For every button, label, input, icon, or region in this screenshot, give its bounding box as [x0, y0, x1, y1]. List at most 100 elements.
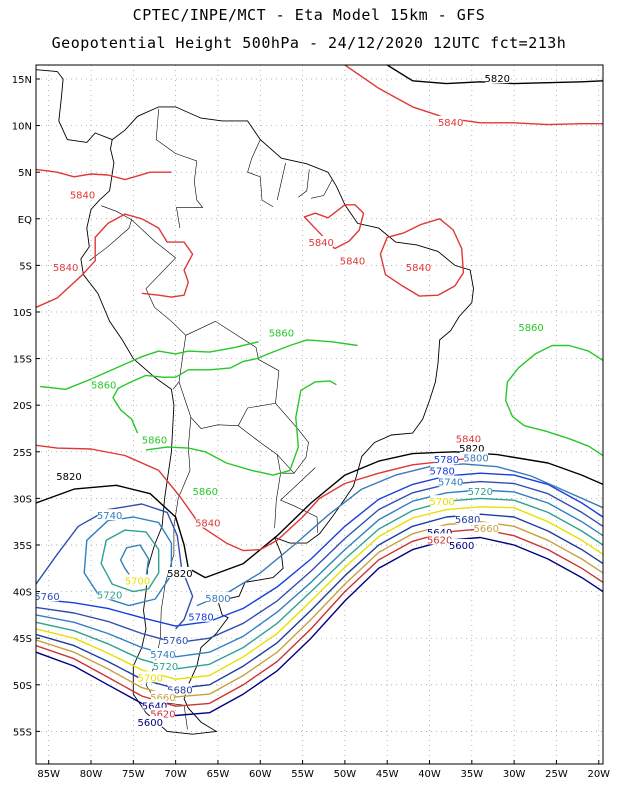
contour-5740: [36, 489, 603, 658]
country-border: [178, 320, 280, 429]
contour-label: 5740: [438, 478, 463, 489]
tick-label-lon: 75W: [122, 769, 145, 780]
tick-label-lon: 35W: [461, 769, 484, 780]
contour-label: 5620: [150, 710, 175, 721]
tick-label-lon: 65W: [207, 769, 230, 780]
contour-label-background: [142, 699, 167, 711]
contour-5840: [303, 204, 365, 250]
contour-label: 5620: [427, 535, 452, 546]
country-border: [89, 205, 132, 261]
contour-5720: [36, 497, 603, 670]
contour-label-background: [57, 470, 82, 482]
contour-5780: [36, 472, 603, 627]
contour-label: 5860: [91, 381, 116, 392]
contour-label-background: [195, 516, 220, 528]
contour-label: 5820: [484, 74, 509, 85]
contour-label: 5860: [142, 436, 167, 447]
contour-label-background: [153, 660, 178, 672]
tick-label-lon: 30W: [503, 769, 526, 780]
contour-label-background: [36, 590, 60, 602]
contour-5840: [36, 213, 194, 308]
contour-label: 5660: [150, 693, 175, 704]
contour-label-background: [456, 432, 481, 444]
contour-label: 5720: [153, 662, 178, 673]
tick-label-lat: 10N: [12, 122, 32, 133]
contour-5820: [36, 451, 603, 579]
contour-label: 5820: [167, 569, 192, 580]
tick-label-lat: EQ: [18, 215, 32, 226]
contour-5600: [36, 536, 603, 717]
contour-label: 5780: [188, 613, 213, 624]
contour-label: 5720: [97, 590, 122, 601]
contour-label: 5720: [468, 487, 493, 498]
tick-label-lon: 80W: [80, 769, 103, 780]
plot-background: [36, 65, 603, 764]
contour-label: 5840: [53, 263, 78, 274]
contour-label-background: [438, 475, 463, 487]
contour-label-background: [167, 566, 192, 578]
contour-label-background: [193, 484, 218, 496]
tick-label-lat: 55S: [13, 727, 32, 738]
contour-label: 5700: [429, 497, 454, 508]
contour-5840: [36, 168, 172, 181]
tick-label-lon: 20W: [587, 769, 610, 780]
contour-5860: [112, 339, 358, 434]
contour-label: 5860: [269, 328, 294, 339]
contour-5800: [196, 463, 603, 607]
contour-label-background: [150, 707, 175, 719]
contour-label-background: [150, 648, 175, 660]
tick-label-lat: 10S: [13, 308, 32, 319]
contour-label-background: [269, 326, 294, 338]
tick-label-lon: 45W: [376, 769, 399, 780]
contour-label: 5600: [138, 718, 163, 729]
tick-label-lat: 30S: [13, 494, 32, 505]
contour-label-background: [459, 442, 484, 454]
contour-label-background: [309, 236, 334, 248]
tick-label-lon: 25W: [545, 769, 568, 780]
contour-5840: [344, 65, 603, 126]
contour-label-background: [464, 451, 489, 463]
contour-label-background: [455, 512, 480, 524]
contour-label-background: [449, 538, 474, 550]
contour-label-background: [427, 525, 452, 537]
contour-label-background: [163, 634, 188, 646]
tick-label-lat: 45S: [13, 634, 32, 645]
contour-5740: [83, 516, 173, 607]
contour-label-background: [125, 574, 150, 586]
contour-5860: [145, 380, 337, 476]
contour-label: 5840: [70, 191, 95, 202]
contour-5840: [36, 444, 485, 552]
contour-label: 5840: [438, 118, 463, 129]
contour-label-background: [519, 320, 544, 332]
contour-5860: [40, 341, 259, 390]
contour-label-background: [138, 716, 163, 728]
contour-label-background: [434, 453, 459, 465]
contour-label: 5840: [406, 263, 431, 274]
tick-label-lat: 35S: [13, 541, 32, 552]
tick-label-lat: 50S: [13, 681, 32, 692]
contour-label: 5740: [150, 650, 175, 661]
tick-label-lat: 5N: [18, 168, 32, 179]
contour-label: 5820: [56, 472, 81, 483]
tick-label-lon: 85W: [37, 769, 60, 780]
contour-5840: [379, 218, 465, 297]
contour-label: 5860: [518, 323, 543, 334]
contour-5720: [100, 529, 160, 593]
contour-5620: [36, 528, 603, 707]
contour-label: 5740: [97, 511, 122, 522]
contour-label-background: [430, 464, 455, 476]
country-border: [238, 403, 309, 474]
country-border: [280, 467, 319, 533]
tick-label-lon: 50W: [334, 769, 357, 780]
contour-label-background: [53, 261, 78, 273]
contour-label: 5640: [142, 701, 167, 712]
tick-label-lat: 15N: [12, 75, 32, 86]
contour-label: 5820: [459, 444, 484, 455]
contour-label-background: [97, 509, 122, 521]
contour-label-background: [205, 592, 230, 604]
contour-label: 5660: [473, 524, 498, 535]
contour-5760: [36, 503, 194, 630]
tick-label-lat: 25S: [13, 448, 32, 459]
